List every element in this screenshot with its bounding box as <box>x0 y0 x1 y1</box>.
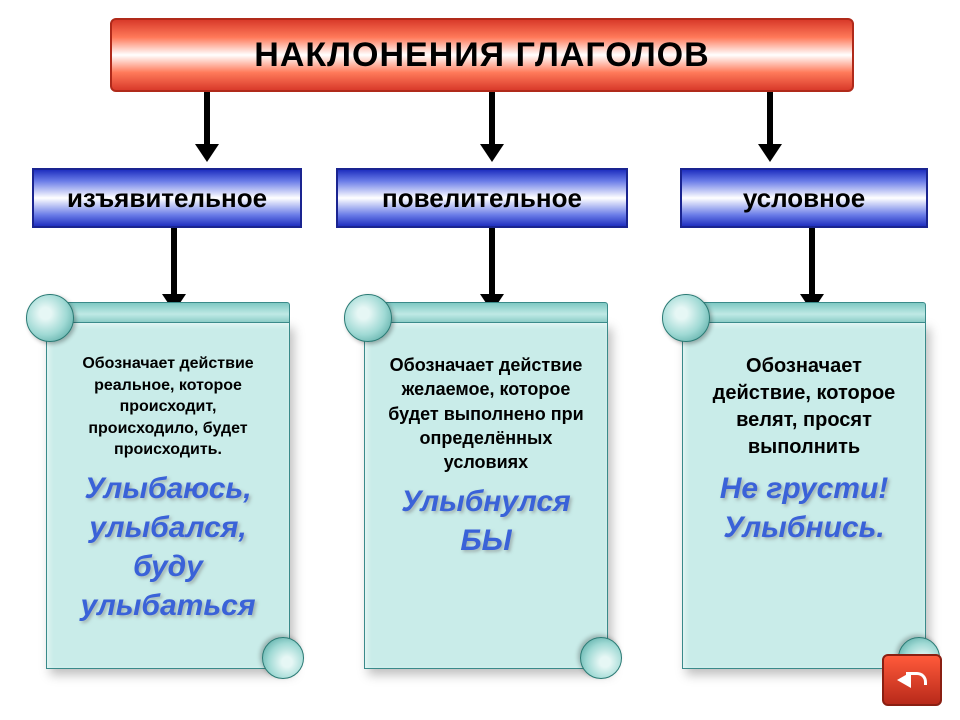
arrow-title-to-cat-3 <box>758 92 782 162</box>
category-label-3: условное <box>743 183 865 214</box>
back-button[interactable] <box>882 654 942 706</box>
scroll-1-desc: Обозначает действие реальное, которое пр… <box>63 353 273 461</box>
scroll-3-desc: Обозначает действие, которое велят, прос… <box>699 353 909 461</box>
arrow-title-to-cat-2 <box>480 92 504 162</box>
category-box-1: изъявительное <box>32 168 302 228</box>
back-arrow-icon <box>897 670 927 690</box>
scroll-1: Обозначает действие реальное, которое пр… <box>26 294 296 669</box>
scroll-3-example: Не грусти! Улыбнись. <box>699 469 909 547</box>
category-box-3: условное <box>680 168 928 228</box>
scroll-1-example: Улыбаюсь, улыбался, буду улыбаться <box>63 469 273 625</box>
scroll-3: Обозначает действие, которое велят, прос… <box>662 294 932 669</box>
title-text: НАКЛОНЕНИЯ ГЛАГОЛОВ <box>254 36 709 75</box>
scroll-2-example: Улыбнулся БЫ <box>381 482 591 560</box>
title-box: НАКЛОНЕНИЯ ГЛАГОЛОВ <box>110 18 854 92</box>
scroll-2-desc: Обозначает действие желаемое, которое бу… <box>381 353 591 474</box>
category-label-2: повелительное <box>382 183 582 214</box>
arrow-title-to-cat-1 <box>195 92 219 162</box>
scroll-2: Обозначает действие желаемое, которое бу… <box>344 294 614 669</box>
category-label-1: изъявительное <box>67 183 267 214</box>
category-box-2: повелительное <box>336 168 628 228</box>
